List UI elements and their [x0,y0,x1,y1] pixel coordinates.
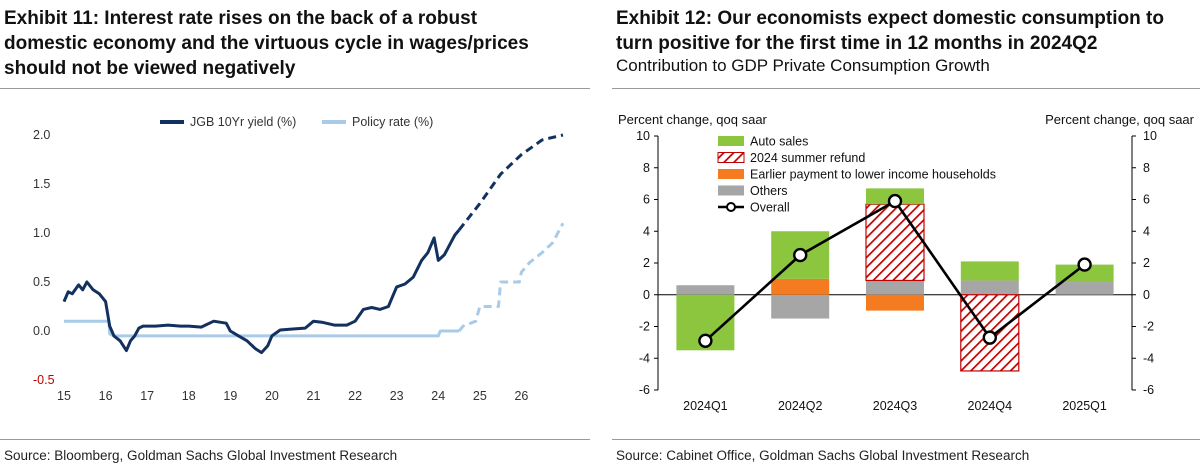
right-tick-label: 10 [1143,129,1157,143]
policy-rate-dashed-line [457,222,565,332]
exhibit-11-source: Source: Bloomberg, Goldman Sachs Global … [4,448,398,463]
right-tick-label: 4 [1143,224,1150,238]
chart1-series [62,133,565,355]
bar-segment-earlier-payment-to-lower-income-households [866,294,924,311]
left-tick-label: -4 [639,351,650,365]
x-tick-label: 23 [390,389,404,403]
jgb-yield-dashed-line [457,133,564,232]
legend-swatch-auto-sales [718,136,744,146]
legend-label: Earlier payment to lower income househol… [750,168,996,182]
x-tick-label: 16 [99,389,113,403]
y-tick-label: 0.0 [33,324,50,338]
category-label: 2024Q1 [683,399,728,413]
right-tick-label: -4 [1143,351,1154,365]
jgb-yield-solid-line [62,229,461,355]
category-label: 2024Q3 [873,399,918,413]
legend-label: Auto sales [750,135,808,149]
right-axis-label: Percent change, qoq saar [1045,112,1195,127]
overall-point [887,193,903,209]
exhibit-12-source: Source: Cabinet Office, Goldman Sachs Gl… [616,448,1030,463]
x-tick-label: 19 [223,389,237,403]
left-tick-label: -6 [639,383,650,397]
consumption-chart: Percent change, qoq saar Percent change,… [618,112,1195,413]
exhibit-12-subtitle: Contribution to GDP Private Consumption … [616,56,990,75]
right-tick-label: 8 [1143,161,1150,175]
bar-segment-others [866,280,924,295]
legend-label-policy: Policy rate (%) [352,115,433,129]
overall-point [698,333,713,348]
exhibit-11-panel: Exhibit 11: Interest rate rises on the b… [0,0,590,470]
left-tick-label: 4 [643,224,650,238]
policy-rate-solid-line [64,319,459,338]
x-tick-label: 18 [182,389,196,403]
top-rule [612,88,1200,89]
right-tick-label: 2 [1143,256,1150,270]
bar-segment-2024-summer-refund [865,203,925,282]
bottom-rule [612,439,1200,440]
overall-point [792,247,808,263]
x-tick-label: 22 [348,389,362,403]
chart1-y-axis: 2.0 1.5 1.0 0.5 0.0 -0.5 [33,128,55,387]
category-label: 2024Q2 [778,399,823,413]
right-tick-label: -6 [1143,383,1154,397]
bottom-rule [0,439,590,440]
y-tick-label: -0.5 [33,373,55,387]
y-tick-label: 1.5 [33,177,50,191]
top-rule [0,88,590,89]
right-tick-label: 0 [1143,288,1150,302]
overall-point [982,330,997,345]
jgb-chart: JGB 10Yr yield (%) Policy rate (%) 2.0 1.… [33,115,565,403]
chart1-legend: JGB 10Yr yield (%) Policy rate (%) [160,115,433,129]
legend-swatch-earlier-payment-to-lower-income-households [718,169,744,179]
legend-swatch-2024-summer-refund [717,152,745,163]
exhibit-11-title: Exhibit 11: Interest rate rises on the b… [4,8,529,79]
x-tick-label: 15 [57,389,71,403]
category-label: 2024Q4 [968,399,1013,413]
left-tick-label: 2 [643,256,650,270]
exhibit-12-title: Exhibit 12: Our economists expect domest… [616,8,1164,54]
x-tick-label: 21 [307,389,321,403]
right-tick-label: -2 [1143,320,1154,334]
x-tick-label: 20 [265,389,279,403]
right-tick-label: 6 [1143,193,1150,207]
legend-label: Overall [750,201,790,215]
y-tick-label: 0.5 [33,275,50,289]
legend-label: 2024 summer refund [750,151,865,165]
y-tick-label: 2.0 [33,128,50,142]
exhibit-12-panel: Exhibit 12: Our economists expect domest… [612,0,1200,470]
bar-segment-auto-sales [1055,264,1114,283]
x-tick-label: 24 [431,389,445,403]
legend-swatch-overall-marker [726,202,736,212]
x-tick-label: 26 [514,389,528,403]
bar-segment-auto-sales [960,261,1019,281]
bar-segment-others [1055,282,1114,295]
left-axis-label: Percent change, qoq saar [618,112,768,127]
y-tick-label: 1.0 [33,226,50,240]
bar-segment-earlier-payment-to-lower-income-households [771,278,830,295]
x-tick-label: 17 [140,389,154,403]
chart1-x-axis: 15 16 17 18 19 20 21 22 23 24 25 26 [57,389,528,403]
x-tick-label: 25 [473,389,487,403]
left-tick-label: 6 [643,193,650,207]
chart2-overall-line [698,193,1092,348]
chart2-axes: 10 10 8 8 6 6 4 4 2 2 0 0 -2 -2 -4 -4 -6 -6 2024Q1 2024Q2 20… [636,129,1157,413]
left-tick-label: 10 [636,129,650,143]
left-tick-label: 8 [643,161,650,175]
category-label: 2025Q1 [1062,399,1107,413]
legend-label-jgb: JGB 10Yr yield (%) [190,115,296,129]
bar-segment-others [676,285,735,295]
chart2-legend: Auto sales 2024 summer refund Earlier paym… [717,135,996,215]
bar-segment-others [771,294,830,319]
left-tick-label: 0 [643,288,650,302]
overall-point [1077,257,1092,272]
chart2-bars [676,188,1114,372]
legend-swatch-others [718,185,744,196]
bar-segment-others [960,280,1019,295]
left-tick-label: -2 [639,320,650,334]
legend-label: Others [750,184,788,198]
